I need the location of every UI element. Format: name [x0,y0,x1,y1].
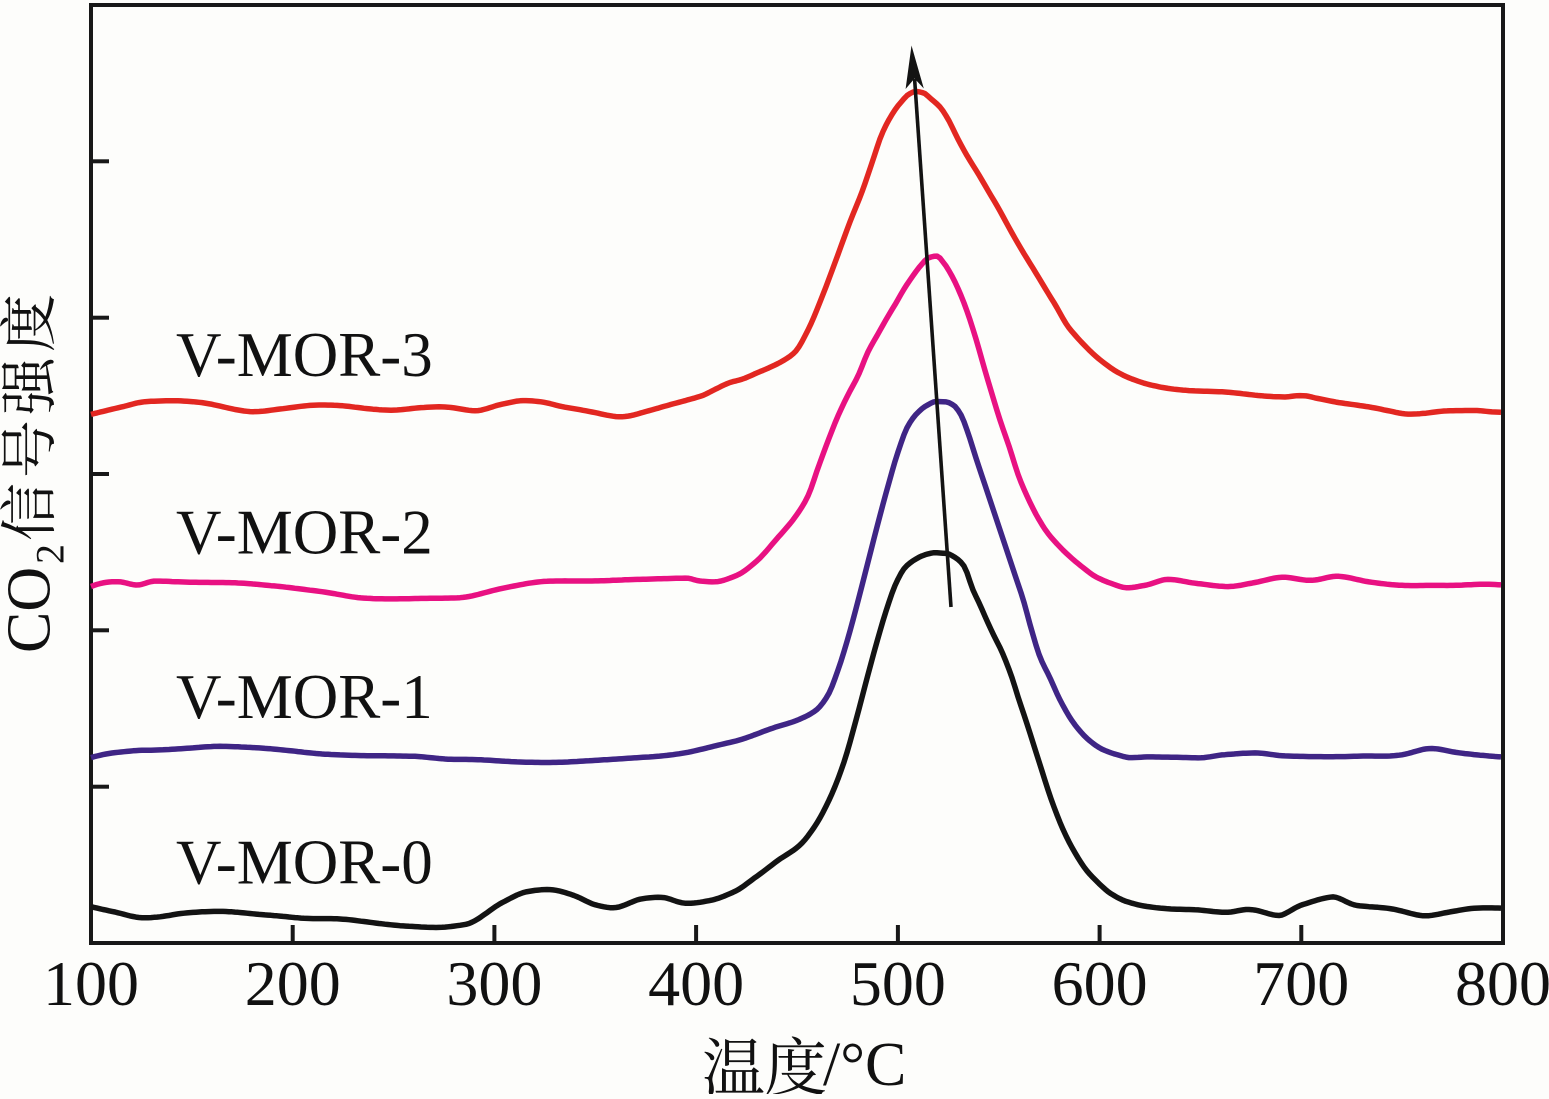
svg-text:V-MOR-1: V-MOR-1 [176,662,433,732]
svg-text:V-MOR-2: V-MOR-2 [176,498,433,568]
svg-text:CO: CO [0,567,64,653]
svg-text:100: 100 [43,948,139,1019]
svg-text:500: 500 [850,948,946,1019]
svg-text:V-MOR-3: V-MOR-3 [176,320,433,390]
svg-text:2: 2 [28,544,73,564]
svg-text:600: 600 [1052,948,1148,1019]
svg-text:200: 200 [245,948,341,1019]
svg-text:700: 700 [1253,948,1349,1019]
svg-text:800: 800 [1455,948,1549,1019]
svg-text:300: 300 [446,948,542,1019]
svg-text:V-MOR-0: V-MOR-0 [176,828,433,898]
svg-text:400: 400 [648,948,744,1019]
svg-text:/°C: /°C [823,1031,906,1094]
